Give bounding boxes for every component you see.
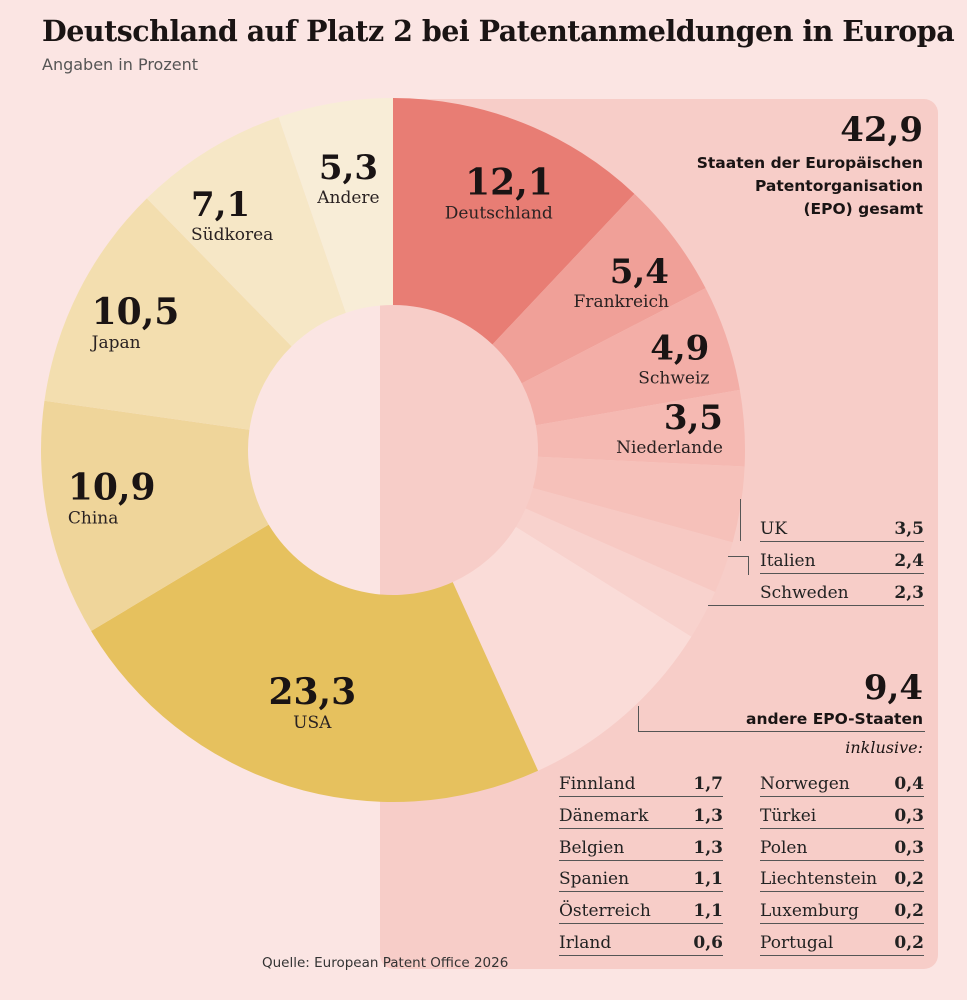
row-name: Liechtenstein [760, 869, 878, 890]
slices-group [40, 98, 745, 803]
row-name: Italien [760, 551, 816, 571]
row-value: 1,1 [693, 901, 723, 922]
epo-row-italien: Italien 2,4 [760, 547, 924, 574]
row-value: 1,7 [693, 774, 723, 794]
list-item: Portugal 0,2 [760, 929, 924, 956]
slice-name-label: Frankreich [574, 292, 669, 312]
row-name: UK [760, 519, 788, 539]
row-value: 0,3 [894, 805, 924, 826]
row-value: 0,3 [894, 837, 924, 858]
chart-source: Quelle: European Patent Office 2026 [262, 955, 509, 971]
list-item: Norwegen 0,4 [760, 770, 924, 797]
slice-südkorea [146, 117, 346, 347]
epo-other-inclusive: inklusive: [845, 738, 923, 757]
slice-name-label: USA [293, 713, 332, 733]
slice-andere [278, 98, 393, 313]
italien-connector [728, 556, 749, 575]
row-value: 0,2 [894, 869, 924, 890]
slice-usa [91, 524, 539, 803]
row-name: Spanien [559, 869, 630, 890]
slice-italien [525, 488, 733, 593]
slice-name-label: Niederlande [616, 438, 723, 458]
row-name: Portugal [760, 933, 834, 953]
row-name: Polen [760, 837, 808, 858]
row-value: 0,6 [693, 933, 723, 953]
slice-value-label: 12,1 [465, 162, 553, 204]
epo-total-label-2: Patentorganisation [754, 177, 923, 195]
row-name: Schweden [760, 583, 849, 603]
slice-name-label: Südkorea [191, 225, 273, 245]
slice-name-label: Andere [316, 188, 379, 208]
epo-total-label-3: (EPO) gesamt [803, 200, 923, 218]
row-name: Türkei [760, 805, 817, 826]
row-name: Österreich [559, 901, 651, 922]
slice-schweiz [521, 288, 740, 426]
slice-name-label: Deutschland [445, 204, 553, 224]
chart-title: Deutschland auf Platz 2 bei Patentanmeld… [42, 14, 955, 48]
list-item: Belgien 1,3 [559, 834, 723, 861]
chart-subtitle: Angaben in Prozent [42, 55, 198, 74]
row-value: 1,3 [693, 837, 723, 858]
row-value: 3,5 [894, 519, 924, 539]
slice-china [40, 400, 269, 632]
row-value: 0,2 [894, 933, 924, 953]
slice-value-label: 10,9 [68, 467, 156, 509]
list-item: Luxemburg 0,2 [760, 897, 924, 925]
row-value: 0,4 [894, 774, 924, 794]
uk-connector [740, 499, 761, 541]
epo-row-schweden: Schweden 2,3 [708, 579, 924, 606]
row-name: Dänemark [559, 805, 649, 826]
list-item: Irland 0,6 [559, 929, 723, 956]
slice-schweden [515, 508, 716, 637]
slice-frankreich [492, 193, 706, 384]
slice-name-label: China [68, 509, 118, 529]
epo-row-uk: UK 3,5 [760, 515, 924, 542]
slice-name-label: Schweiz [638, 369, 709, 389]
slice-japan [44, 198, 292, 430]
list-item: Österreich 1,1 [559, 897, 723, 925]
slice-value-label: 3,5 [664, 398, 723, 438]
row-value: 0,2 [894, 901, 924, 922]
slice-niederlande [535, 389, 745, 467]
slice-value-label: 10,5 [92, 291, 180, 333]
list-item: Liechtenstein 0,2 [760, 865, 924, 893]
list-item: Türkei 0,3 [760, 802, 924, 829]
list-item: Polen 0,3 [760, 834, 924, 861]
epo-total-label-1: Staaten der Europäischen [696, 154, 923, 172]
slice-value-label: 5,4 [610, 252, 669, 292]
row-name: Finnland [559, 774, 636, 794]
epo-other-value: 9,4 [863, 668, 923, 708]
row-value: 1,3 [693, 805, 723, 826]
row-value: 1,1 [693, 869, 723, 890]
epo-total-value: 42,9 [840, 110, 923, 150]
slice-andere-epo-staaten [452, 526, 692, 771]
slice-name-label: Japan [90, 333, 141, 353]
slice-uk [532, 456, 745, 543]
slice-deutschland [393, 98, 635, 345]
slice-value-label: 7,1 [191, 185, 250, 225]
row-value: 2,3 [894, 583, 924, 603]
row-name: Norwegen [760, 774, 850, 794]
row-name: Irland [559, 933, 612, 953]
row-name: Luxemburg [760, 901, 859, 922]
other-connector [638, 706, 925, 732]
list-item: Finnland 1,7 [559, 770, 723, 797]
row-name: Belgien [559, 837, 625, 858]
list-item: Spanien 1,1 [559, 865, 723, 893]
slice-value-label: 5,3 [319, 148, 378, 188]
list-item: Dänemark 1,3 [559, 802, 723, 829]
row-value: 2,4 [894, 551, 924, 571]
epo-other-label: andere EPO-Staaten [746, 710, 923, 728]
slice-value-label: 23,3 [268, 671, 356, 713]
slice-value-label: 4,9 [650, 329, 709, 369]
